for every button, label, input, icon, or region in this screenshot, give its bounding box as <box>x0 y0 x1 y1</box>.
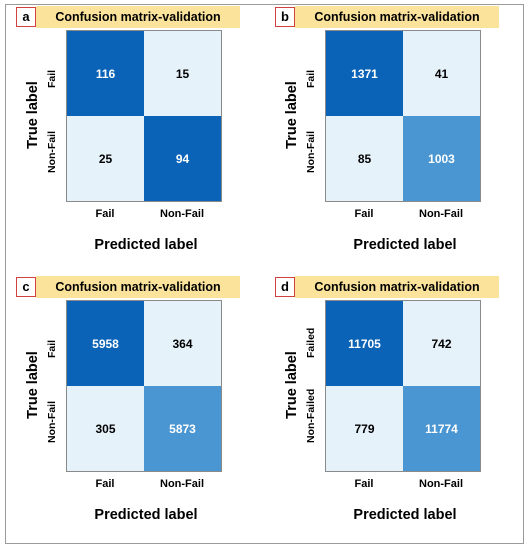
figure-frame: a Confusion matrix-validation True label 11… <box>5 4 524 544</box>
matrix-cell: 1371 <box>326 31 403 116</box>
y-tick-label: Non-Failed <box>301 389 321 443</box>
y-tick-text: Non-Fail <box>305 131 317 173</box>
y-tick-text: Fail <box>46 339 58 358</box>
matrix-cell: 116 <box>67 31 144 116</box>
matrix-cell: 25 <box>67 116 144 201</box>
y-tick-label: Fail <box>42 70 62 88</box>
matrix-grid: 1371 41 85 1003 <box>325 30 481 202</box>
chart-title: Confusion matrix-validation <box>36 6 240 28</box>
matrix-cell: 1003 <box>403 116 480 201</box>
chart-title: Confusion matrix-validation <box>36 276 240 298</box>
x-tick-label: Fail <box>95 478 115 490</box>
x-tick-label: Non-Fail <box>160 478 204 490</box>
confusion-matrix-panel-b: b Confusion matrix-validation True label 13… <box>265 5 525 275</box>
y-tick-text: Non-Failed <box>305 388 317 443</box>
matrix-cell: 85 <box>326 116 403 201</box>
matrix-cell: 94 <box>144 116 221 201</box>
confusion-matrix-panel-c: c Confusion matrix-validation True label 59… <box>6 275 266 545</box>
y-axis-label: True label <box>25 81 41 149</box>
y-tick-label: Fail <box>42 340 62 358</box>
panel-letter: a <box>16 7 36 27</box>
panel-letter: b <box>275 7 295 27</box>
x-axis-label: Predicted label <box>94 237 198 253</box>
matrix-grid: 11705 742 779 11774 <box>325 300 481 472</box>
y-tick-label: Fail <box>301 70 321 88</box>
y-tick-label: Non-Fail <box>42 131 62 173</box>
confusion-matrix-panel-d: d Confusion matrix-validation True label 11… <box>265 275 525 545</box>
y-tick-text: Non-Fail <box>46 131 58 173</box>
y-axis-label: True label <box>284 351 300 419</box>
panel-letter: d <box>275 277 295 297</box>
y-tick-text: Failed <box>305 327 317 358</box>
matrix-cell: 11774 <box>403 386 480 471</box>
y-tick-text: Fail <box>305 69 317 88</box>
x-axis-label: Predicted label <box>353 507 457 523</box>
matrix-cell: 11705 <box>326 301 403 386</box>
matrix-cell: 364 <box>144 301 221 386</box>
chart-title: Confusion matrix-validation <box>295 276 499 298</box>
matrix-cell: 15 <box>144 31 221 116</box>
x-tick-label: Fail <box>354 478 374 490</box>
y-tick-label: Non-Fail <box>301 131 321 173</box>
y-tick-label: Non-Fail <box>42 401 62 443</box>
matrix-cell: 5958 <box>67 301 144 386</box>
y-axis-label: True label <box>25 351 41 419</box>
matrix-cell: 5873 <box>144 386 221 471</box>
x-axis-label: Predicted label <box>353 237 457 253</box>
x-tick-label: Non-Fail <box>419 478 463 490</box>
y-axis-label: True label <box>284 81 300 149</box>
x-tick-label: Non-Fail <box>419 208 463 220</box>
x-tick-label: Non-Fail <box>160 208 204 220</box>
matrix-cell: 305 <box>67 386 144 471</box>
x-tick-label: Fail <box>95 208 115 220</box>
matrix-grid: 5958 364 305 5873 <box>66 300 222 472</box>
matrix-grid: 116 15 25 94 <box>66 30 222 202</box>
y-tick-text: Non-Fail <box>46 401 58 443</box>
y-tick-label: Failed <box>301 328 321 358</box>
matrix-cell: 779 <box>326 386 403 471</box>
matrix-cell: 41 <box>403 31 480 116</box>
x-axis-label: Predicted label <box>94 507 198 523</box>
matrix-cell: 742 <box>403 301 480 386</box>
chart-title: Confusion matrix-validation <box>295 6 499 28</box>
confusion-matrix-panel-a: a Confusion matrix-validation True label 11… <box>6 5 266 275</box>
y-tick-text: Fail <box>46 69 58 88</box>
panel-letter: c <box>16 277 36 297</box>
x-tick-label: Fail <box>354 208 374 220</box>
